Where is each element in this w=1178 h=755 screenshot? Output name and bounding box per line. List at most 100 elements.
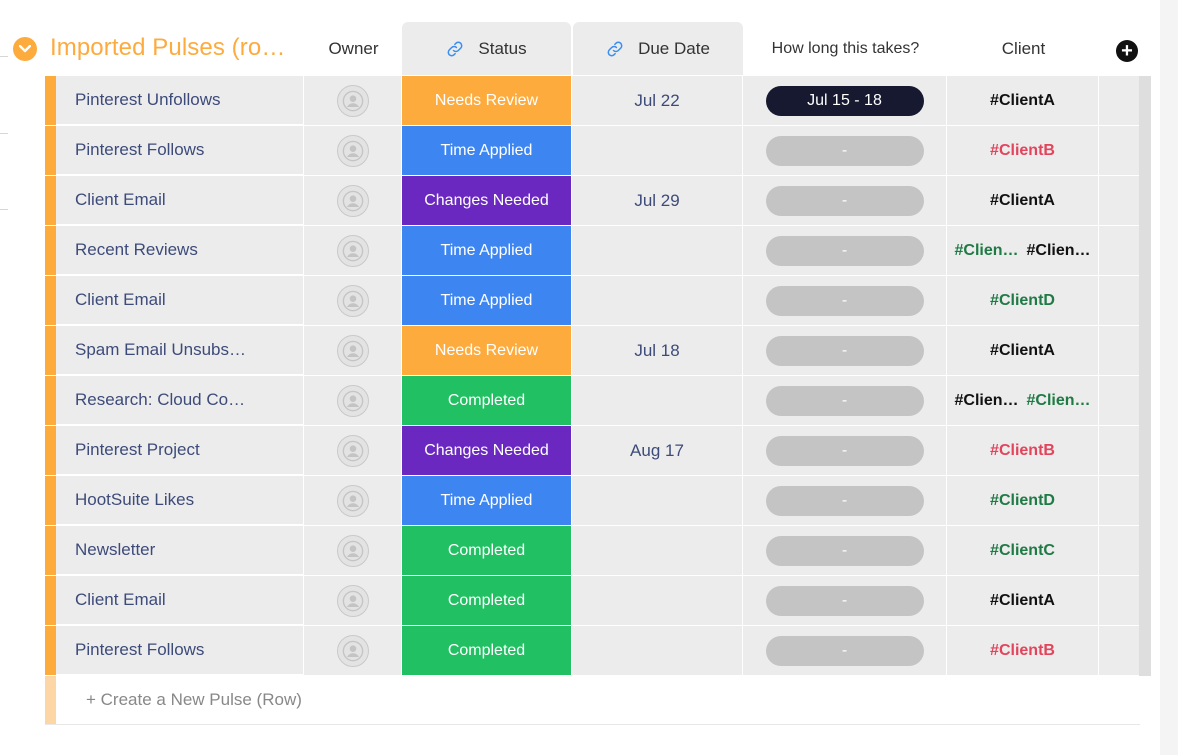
client-tag[interactable]: #ClientA [990, 191, 1055, 209]
create-pulse-button[interactable]: + Create a New Pulse (Row) [86, 690, 302, 709]
timeline-pill[interactable]: - [765, 485, 924, 516]
timeline-pill[interactable]: - [765, 185, 924, 216]
avatar-placeholder-icon[interactable] [336, 284, 369, 317]
due-date-cell[interactable] [572, 476, 743, 526]
client-cell[interactable]: #ClientC [947, 526, 1099, 576]
table-row[interactable]: Spam Email Unsubs… Needs Review Jul 18- #Cl… [45, 326, 1151, 376]
due-date-cell[interactable]: Jul 29 [572, 176, 743, 226]
client-tag[interactable]: #Clien… [1026, 391, 1091, 409]
client-tag[interactable]: #Clien… [954, 391, 1019, 409]
chevron-down-icon[interactable] [13, 37, 37, 61]
avatar-placeholder-icon[interactable] [336, 634, 369, 667]
timeline-pill[interactable]: - [765, 535, 924, 566]
client-tag[interactable]: #ClientD [990, 291, 1055, 309]
status-cell[interactable]: Time Applied [402, 126, 572, 176]
table-row[interactable]: HootSuite Likes Time Applied - #ClientD [45, 476, 1151, 526]
timeline-pill[interactable]: - [765, 635, 924, 666]
due-date-cell[interactable] [572, 376, 743, 426]
pulse-name-cell[interactable]: Pinterest Follows [56, 626, 304, 675]
client-cell[interactable]: #ClientB [947, 126, 1099, 176]
client-tag[interactable]: #ClientC [990, 541, 1055, 559]
avatar-placeholder-icon[interactable] [336, 384, 369, 417]
column-header-due-date[interactable]: Due Date [573, 22, 743, 75]
pulse-name-cell[interactable]: Recent Reviews [56, 226, 304, 275]
status-cell[interactable]: Time Applied [402, 276, 572, 326]
column-header-status[interactable]: Status [402, 22, 571, 75]
client-cell[interactable]: #ClientB [947, 426, 1099, 476]
pulse-name-cell[interactable]: Newsletter [56, 526, 304, 575]
group-title[interactable]: Imported Pulses (ro… [50, 34, 286, 61]
status-cell[interactable]: Needs Review [402, 76, 572, 126]
due-date-cell[interactable] [572, 526, 743, 576]
table-row[interactable]: Newsletter Completed - #ClientC [45, 526, 1151, 576]
client-tag[interactable]: #ClientB [990, 641, 1055, 659]
due-date-cell[interactable] [572, 276, 743, 326]
client-tag[interactable]: #ClientA [990, 591, 1055, 609]
status-cell[interactable]: Time Applied [402, 476, 572, 526]
column-header-time[interactable]: How long this takes? [744, 22, 947, 75]
client-cell[interactable]: #ClientA [947, 176, 1099, 226]
timeline-pill[interactable]: - [765, 385, 924, 416]
client-tag[interactable]: #Clien… [954, 241, 1019, 259]
table-row[interactable]: Pinterest Follows Time Applied - #ClientB [45, 126, 1151, 176]
timeline-pill[interactable]: - [765, 335, 924, 366]
table-row[interactable]: Client Email Time Applied - #ClientD [45, 276, 1151, 326]
client-cell[interactable]: #ClientD [947, 276, 1099, 326]
status-cell[interactable]: Completed [402, 576, 572, 626]
table-row[interactable]: Pinterest Follows Completed - #ClientB [45, 626, 1151, 676]
table-row[interactable]: Client Email Completed - #ClientA [45, 576, 1151, 626]
avatar-placeholder-icon[interactable] [336, 334, 369, 367]
avatar-placeholder-icon[interactable] [336, 234, 369, 267]
create-pulse-row[interactable]: + Create a New Pulse (Row) [45, 676, 1140, 725]
status-cell[interactable]: Needs Review [402, 326, 572, 376]
avatar-placeholder-icon[interactable] [336, 534, 369, 567]
due-date-cell[interactable]: Jul 18 [572, 326, 743, 376]
table-row[interactable]: Pinterest Project Changes Needed Aug 17- #C… [45, 426, 1151, 476]
client-cell[interactable]: #Clien… #Clien… [947, 226, 1099, 276]
due-date-cell[interactable] [572, 226, 743, 276]
status-cell[interactable]: Completed [402, 626, 572, 676]
timeline-pill[interactable]: Jul 15 - 18 [765, 85, 924, 116]
avatar-placeholder-icon[interactable] [336, 434, 369, 467]
client-cell[interactable]: #ClientB [947, 626, 1099, 676]
due-date-cell[interactable] [572, 126, 743, 176]
client-cell[interactable]: #ClientA [947, 576, 1099, 626]
pulse-name-cell[interactable]: Client Email [56, 276, 304, 325]
table-row[interactable]: Client Email Changes Needed Jul 29- #Client… [45, 176, 1151, 226]
pulse-name-cell[interactable]: HootSuite Likes [56, 476, 304, 525]
column-header-client[interactable]: Client [948, 22, 1099, 75]
timeline-pill[interactable]: - [765, 585, 924, 616]
client-tag[interactable]: #ClientA [990, 341, 1055, 359]
table-row[interactable]: Recent Reviews Time Applied - #Clien… #Clien… [45, 226, 1151, 276]
avatar-placeholder-icon[interactable] [336, 484, 369, 517]
pulse-name-cell[interactable]: Client Email [56, 176, 304, 225]
client-tag[interactable]: #ClientB [990, 441, 1055, 459]
avatar-placeholder-icon[interactable] [336, 584, 369, 617]
due-date-cell[interactable] [572, 576, 743, 626]
status-cell[interactable]: Changes Needed [402, 426, 572, 476]
add-column-button[interactable]: + [1116, 40, 1138, 62]
due-date-cell[interactable]: Jul 22 [572, 76, 743, 126]
pulse-name-cell[interactable]: Pinterest Unfollows [56, 76, 304, 125]
client-tag[interactable]: #ClientD [990, 491, 1055, 509]
status-cell[interactable]: Time Applied [402, 226, 572, 276]
pulse-name-cell[interactable]: Pinterest Project [56, 426, 304, 475]
timeline-pill[interactable]: - [765, 435, 924, 466]
avatar-placeholder-icon[interactable] [336, 84, 369, 117]
timeline-pill[interactable]: - [765, 285, 924, 316]
client-cell[interactable]: #Clien… #Clien… [947, 376, 1099, 426]
timeline-pill[interactable]: - [765, 135, 924, 166]
due-date-cell[interactable] [572, 626, 743, 676]
due-date-cell[interactable]: Aug 17 [572, 426, 743, 476]
client-tag[interactable]: #ClientA [990, 91, 1055, 109]
column-header-owner[interactable]: Owner [305, 22, 402, 75]
table-row[interactable]: Pinterest Unfollows Needs Review Jul 22 Jul… [45, 76, 1151, 126]
client-cell[interactable]: #ClientD [947, 476, 1099, 526]
client-cell[interactable]: #ClientA [947, 326, 1099, 376]
status-cell[interactable]: Changes Needed [402, 176, 572, 226]
table-row[interactable]: Research: Cloud Co… Completed - #Clien… #Cli… [45, 376, 1151, 426]
status-cell[interactable]: Completed [402, 526, 572, 576]
pulse-name-cell[interactable]: Research: Cloud Co… [56, 376, 304, 425]
avatar-placeholder-icon[interactable] [336, 184, 369, 217]
status-cell[interactable]: Completed [402, 376, 572, 426]
